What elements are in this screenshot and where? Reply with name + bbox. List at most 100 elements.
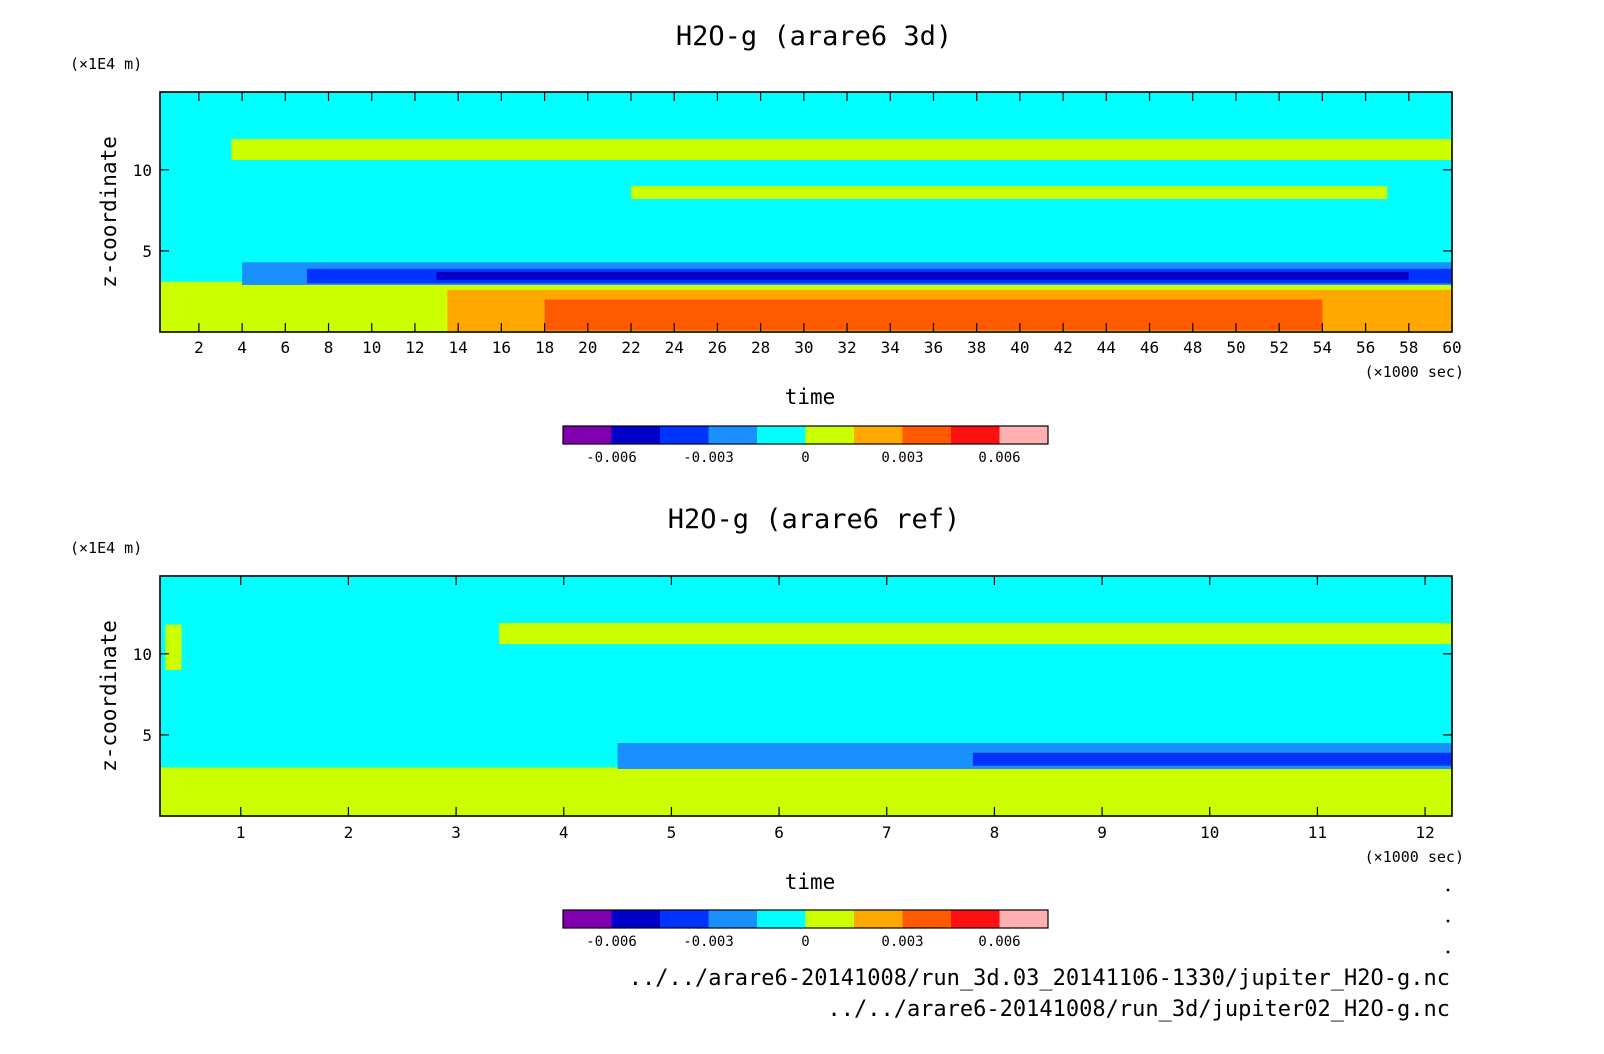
x-tick-label: 12 (1415, 823, 1434, 842)
colorbar-swatch (951, 910, 1000, 928)
colorbar-tick-label: -0.006 (586, 450, 637, 466)
region-dry-band-core (436, 272, 1409, 281)
colorbar-tick-label: -0.006 (586, 934, 637, 950)
x-tick-label: 1 (236, 823, 246, 842)
x-tick-label: 4 (237, 338, 247, 357)
margin-dot (1446, 919, 1450, 923)
x-tick-label: 48 (1183, 338, 1202, 357)
colorbar: -0.006 -0.003 0 0.003 0.006 (562, 909, 1049, 950)
x-tick-label: 28 (751, 338, 770, 357)
chart-title: H2O-g (arare6 3d) (676, 21, 952, 52)
y-tick-label: 10 (133, 161, 152, 180)
x-tick-label: 16 (492, 338, 511, 357)
colorbar-tick-label: -0.003 (683, 450, 734, 466)
colorbar-swatch (854, 910, 903, 928)
x-axis-label: time (785, 870, 836, 894)
colorbar-swatch (854, 426, 903, 444)
colorbar-swatch (611, 910, 661, 928)
colorbar-swatch (999, 910, 1049, 928)
margin-dot (1446, 950, 1450, 954)
plot-area (160, 576, 1452, 816)
colorbar-swatch (708, 426, 758, 444)
x-tick-label: 30 (794, 338, 813, 357)
plot-frame (159, 575, 1453, 817)
x-tick-label: 54 (1313, 338, 1332, 357)
x-tick-label: 10 (362, 338, 381, 357)
file-path-line-2: ../../arare6-20141008/run_3d/jupiter02_H… (827, 997, 1450, 1022)
colorbar-swatch (902, 426, 952, 444)
colorbar-swatch (805, 910, 855, 928)
plot-area (160, 92, 1452, 332)
margin-dot (1446, 888, 1450, 892)
x-tick-label: 2 (194, 338, 204, 357)
y-axis-label: z-coordinate (97, 620, 121, 772)
x-tick-label: 6 (774, 823, 784, 842)
x-tick-label: 6 (280, 338, 290, 357)
colorbar-swatch (708, 910, 758, 928)
file-path-line-1: ../../arare6-20141008/run_3d.03_20141106… (629, 966, 1450, 991)
colorbar-swatch (660, 910, 709, 928)
x-tick-label: 34 (881, 338, 900, 357)
x-tick-label: 46 (1140, 338, 1159, 357)
region-early-upper-moist (165, 624, 182, 671)
colorbar-swatch (660, 426, 709, 444)
colorbar-swatch (563, 910, 612, 928)
x-tick-label: 32 (837, 338, 856, 357)
x-unit-label: (×1000 sec) (1365, 363, 1464, 381)
y-tick-label: 10 (133, 645, 152, 664)
x-tick-label: 52 (1270, 338, 1289, 357)
x-tick-label: 11 (1308, 823, 1327, 842)
region-near-surface-moist (160, 767, 1452, 816)
x-unit-label: (×1000 sec) (1365, 848, 1464, 866)
x-axis-label: time (785, 385, 836, 409)
colorbar: -0.006 -0.003 0 0.003 0.006 (562, 425, 1049, 466)
region-upper-moist-layer (231, 139, 1452, 161)
x-tick-label: 44 (1097, 338, 1116, 357)
y-unit-label: (×1E4 m) (70, 539, 142, 557)
x-tick-label: 20 (578, 338, 597, 357)
plot-frame (159, 91, 1453, 333)
colorbar-tick-label: 0 (801, 934, 809, 950)
colorbar-swatch (902, 910, 952, 928)
y-tick-label: 5 (142, 726, 152, 745)
region-dry-band-core (972, 752, 1452, 766)
colorbar-swatch (563, 426, 612, 444)
x-tick-label: 4 (559, 823, 569, 842)
colorbar-tick-label: 0 (801, 450, 809, 466)
region-upper-moist-patches (630, 186, 1388, 200)
colorbar-tick-label: 0.003 (881, 450, 923, 466)
x-tick-label: 9 (1097, 823, 1107, 842)
chart-title: H2O-g (arare6 ref) (668, 504, 961, 535)
colorbar-swatch (951, 426, 1000, 444)
x-tick-label: 22 (621, 338, 640, 357)
x-tick-label: 18 (535, 338, 554, 357)
x-tick-label: 26 (708, 338, 727, 357)
y-tick-label: 5 (142, 242, 152, 261)
x-tick-label: 50 (1226, 338, 1245, 357)
x-tick-label: 5 (667, 823, 677, 842)
colorbar-frame (562, 425, 1049, 445)
colorbar-swatch (757, 910, 806, 928)
region-upper-moist-layer (499, 623, 1452, 645)
x-tick-label: 38 (967, 338, 986, 357)
colorbar-swatch (611, 426, 661, 444)
colorbar-tick-label: 0.003 (881, 934, 923, 950)
chart-panel-2: H2O-g (arare6 ref)(×1E4 m)1 2 3 4 5 6 7 8 9 10 11 1… (70, 504, 1464, 950)
chart-panel-1: H2O-g (arare6 3d)(×1E4 m)2 4 6 8 10 12 14 16 18 2… (70, 21, 1464, 466)
colorbar-tick-label: 0.006 (978, 934, 1020, 950)
x-tick-label: 8 (324, 338, 334, 357)
x-tick-label: 24 (665, 338, 684, 357)
colorbar-tick-label: 0.006 (978, 450, 1020, 466)
x-tick-label: 60 (1442, 338, 1461, 357)
colorbar-tick-label: -0.003 (683, 934, 734, 950)
colorbar-swatch (805, 426, 855, 444)
x-tick-label: 42 (1053, 338, 1072, 357)
x-tick-label: 7 (882, 823, 892, 842)
y-axis-label: z-coordinate (97, 136, 121, 288)
colorbar-swatch (999, 426, 1049, 444)
colorbar-swatch (757, 426, 806, 444)
x-tick-label: 2 (344, 823, 354, 842)
x-tick-label: 36 (924, 338, 943, 357)
x-tick-label: 58 (1399, 338, 1418, 357)
